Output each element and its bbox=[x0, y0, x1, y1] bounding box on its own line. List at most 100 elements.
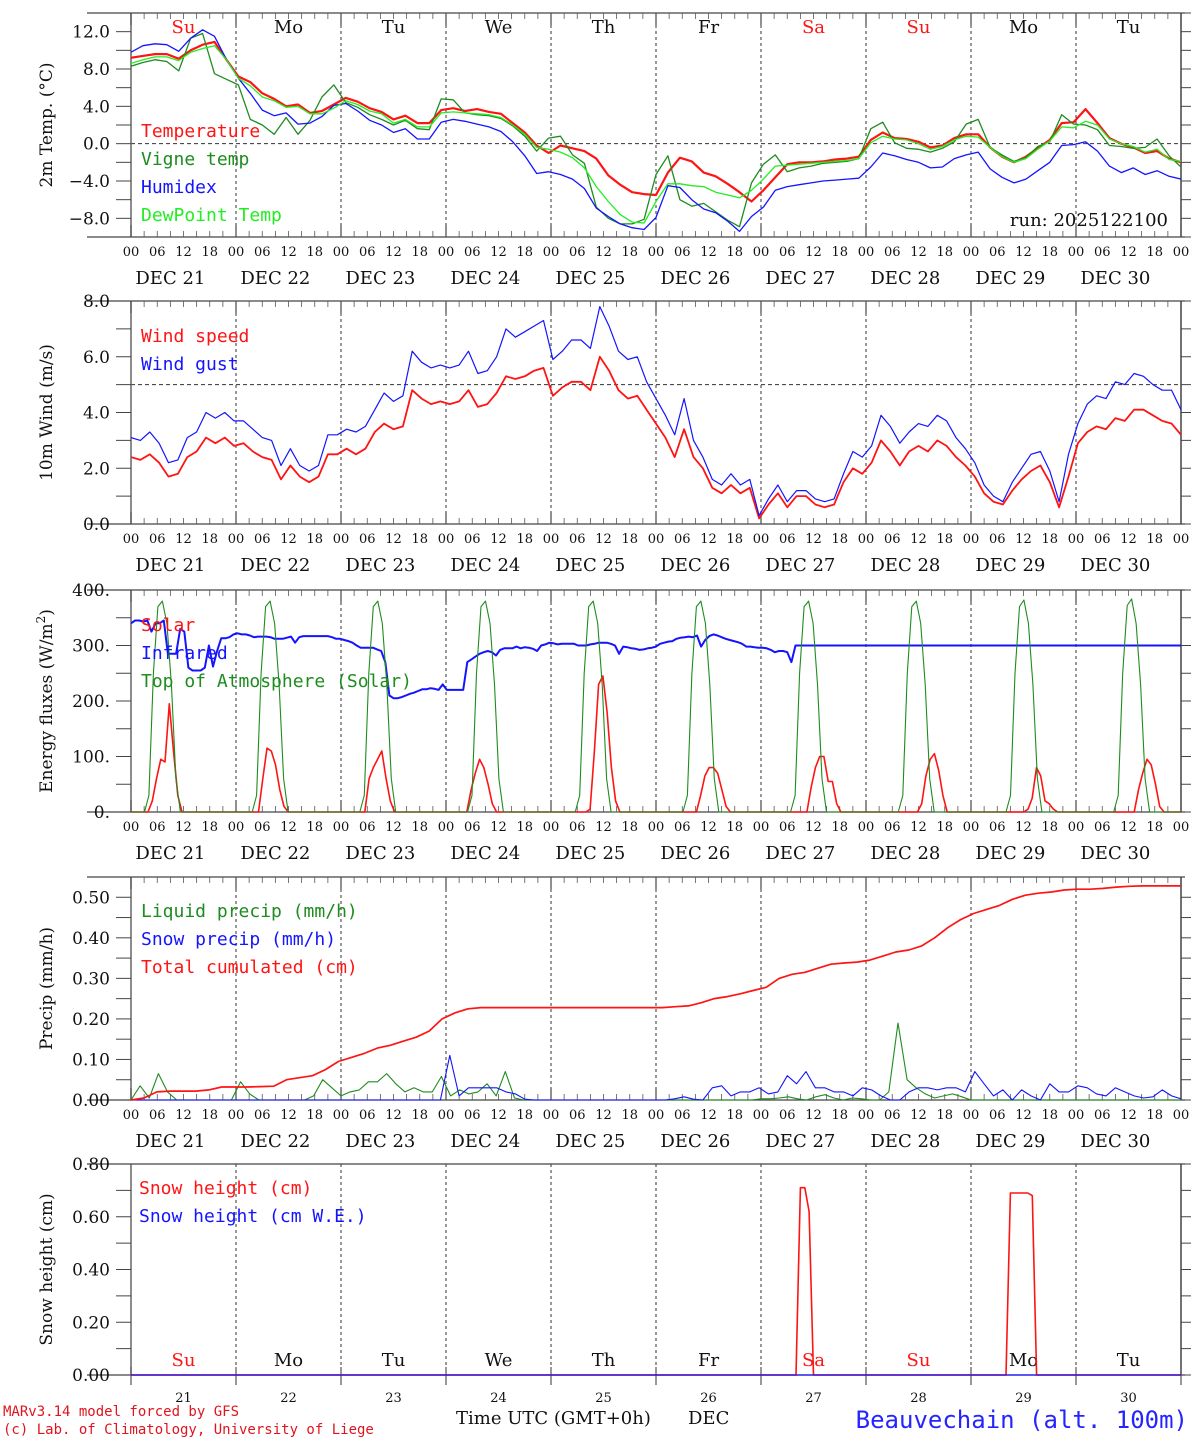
hour-tick-label: 06 bbox=[779, 1108, 796, 1123]
y-tick-label: 400. bbox=[72, 581, 110, 601]
hour-tick-label: 06 bbox=[779, 532, 796, 547]
day-number-label: 23 bbox=[385, 1391, 402, 1406]
hour-tick-label: 18 bbox=[1041, 532, 1058, 547]
weekday-label: Mo bbox=[274, 17, 303, 38]
date-label: DEC 27 bbox=[765, 1131, 835, 1152]
hour-tick-label: 06 bbox=[779, 820, 796, 835]
y-tick-label: 8.0 bbox=[83, 292, 110, 312]
date-label: DEC 22 bbox=[240, 268, 310, 289]
date-label: DEC 27 bbox=[765, 268, 835, 289]
hour-tick-label: 12 bbox=[175, 245, 192, 260]
hour-tick-label: 12 bbox=[805, 820, 822, 835]
series-line-vigne-temp bbox=[131, 32, 1181, 228]
date-label: DEC 26 bbox=[660, 843, 730, 864]
hour-tick-label: 18 bbox=[516, 820, 533, 835]
weekday-label: Tu bbox=[1117, 17, 1141, 38]
hour-tick-label: 18 bbox=[411, 532, 428, 547]
y-tick-label: 0.00 bbox=[72, 1091, 110, 1111]
hour-tick-label: 00 bbox=[963, 1108, 980, 1123]
hour-tick-label: 18 bbox=[201, 245, 218, 260]
series-line-dewpoint-temp bbox=[131, 45, 1181, 224]
hour-tick-label: 00 bbox=[228, 1108, 245, 1123]
hour-tick-label: 18 bbox=[306, 1108, 323, 1123]
legend-entry: Wind speed bbox=[141, 326, 249, 347]
hour-tick-label: 00 bbox=[1173, 1108, 1190, 1123]
hour-tick-label: 00 bbox=[1068, 532, 1085, 547]
hour-tick-label: 06 bbox=[359, 820, 376, 835]
hour-tick-label: 00 bbox=[123, 532, 140, 547]
weekday-label: Mo bbox=[274, 1350, 303, 1371]
hour-tick-label: 06 bbox=[569, 1108, 586, 1123]
legend-entry: Top of Atmosphere (Solar) bbox=[141, 671, 412, 692]
hour-tick-label: 00 bbox=[123, 245, 140, 260]
y-axis-label: 2m Temp. (°C) bbox=[37, 62, 57, 187]
date-label: DEC 24 bbox=[450, 268, 520, 289]
date-label: DEC 28 bbox=[870, 1131, 940, 1152]
hour-tick-label: 00 bbox=[1173, 532, 1190, 547]
date-label: DEC 21 bbox=[135, 1131, 205, 1152]
hour-tick-label: 06 bbox=[674, 1108, 691, 1123]
hour-tick-label: 00 bbox=[333, 820, 350, 835]
date-label: DEC 27 bbox=[765, 843, 835, 864]
y-tick-label: 0.40 bbox=[72, 929, 110, 949]
weekday-label: Mo bbox=[1009, 1350, 1038, 1371]
series-line-snow-precip-mm-h- bbox=[131, 1054, 1181, 1101]
hour-tick-label: 06 bbox=[359, 532, 376, 547]
hour-tick-label: 18 bbox=[726, 532, 743, 547]
hour-tick-label: 06 bbox=[779, 245, 796, 260]
hour-tick-label: 00 bbox=[963, 245, 980, 260]
hour-tick-label: 06 bbox=[674, 820, 691, 835]
hour-tick-label: 18 bbox=[831, 532, 848, 547]
y-tick-label: 0.0 bbox=[83, 135, 110, 155]
time-axis-label: Time UTC (GMT+0h) bbox=[456, 1408, 651, 1429]
hour-tick-label: 00 bbox=[333, 1108, 350, 1123]
hour-tick-label: 00 bbox=[963, 532, 980, 547]
hour-tick-label: 06 bbox=[254, 245, 271, 260]
hour-tick-label: 18 bbox=[306, 532, 323, 547]
date-label: DEC 23 bbox=[345, 268, 415, 289]
date-label: DEC 25 bbox=[555, 1131, 625, 1152]
hour-tick-label: 12 bbox=[280, 1108, 297, 1123]
hour-tick-label: 06 bbox=[989, 820, 1006, 835]
hour-tick-label: 00 bbox=[1173, 820, 1190, 835]
legend-entry: Snow height (cm W.E.) bbox=[139, 1206, 367, 1227]
day-number-label: 21 bbox=[175, 1391, 192, 1406]
hour-tick-label: 06 bbox=[254, 820, 271, 835]
legend-entry: Wind gust bbox=[141, 354, 239, 375]
legend-entry: Liquid precip (mm/h) bbox=[141, 901, 358, 922]
weekday-label: Su bbox=[172, 17, 196, 38]
hour-tick-label: 18 bbox=[621, 532, 638, 547]
weekday-label: Tu bbox=[382, 1350, 406, 1371]
hour-tick-label: 06 bbox=[359, 245, 376, 260]
y-tick-label: 12.0 bbox=[72, 23, 110, 43]
date-label: DEC 23 bbox=[345, 555, 415, 576]
hour-tick-label: 12 bbox=[700, 245, 717, 260]
hour-tick-label: 00 bbox=[648, 1108, 665, 1123]
legend-entry: Total cumulated (cm) bbox=[141, 957, 358, 978]
hour-tick-label: 12 bbox=[1120, 820, 1137, 835]
hour-tick-label: 18 bbox=[936, 245, 953, 260]
day-number-label: 26 bbox=[700, 1391, 717, 1406]
hour-tick-label: 00 bbox=[543, 532, 560, 547]
hour-tick-label: 06 bbox=[464, 1108, 481, 1123]
hour-tick-label: 12 bbox=[385, 820, 402, 835]
hour-tick-label: 00 bbox=[228, 532, 245, 547]
panel-2: 00 06 12 18 00 06 12 18 00 06 12 18 00 06 12 18 00 06 12 18… bbox=[37, 292, 1191, 576]
day-number-label: 29 bbox=[1015, 1391, 1032, 1406]
hour-tick-label: 12 bbox=[595, 245, 612, 260]
weekday-label: Mo bbox=[1009, 17, 1038, 38]
hour-tick-label: 18 bbox=[411, 1108, 428, 1123]
hour-tick-label: 12 bbox=[280, 532, 297, 547]
date-label: DEC 30 bbox=[1080, 1131, 1150, 1152]
hour-tick-label: 12 bbox=[490, 1108, 507, 1123]
hour-tick-label: 18 bbox=[1041, 1108, 1058, 1123]
y-tick-label: 0.10 bbox=[72, 1050, 110, 1070]
hour-tick-label: 06 bbox=[884, 820, 901, 835]
hour-tick-label: 00 bbox=[858, 820, 875, 835]
hour-tick-label: 12 bbox=[805, 532, 822, 547]
series-line-wind-speed bbox=[131, 355, 1181, 520]
hour-tick-label: 12 bbox=[1015, 1108, 1032, 1123]
hour-tick-label: 12 bbox=[280, 820, 297, 835]
model-credit: MARv3.14 model forced by GFS bbox=[3, 1404, 239, 1420]
